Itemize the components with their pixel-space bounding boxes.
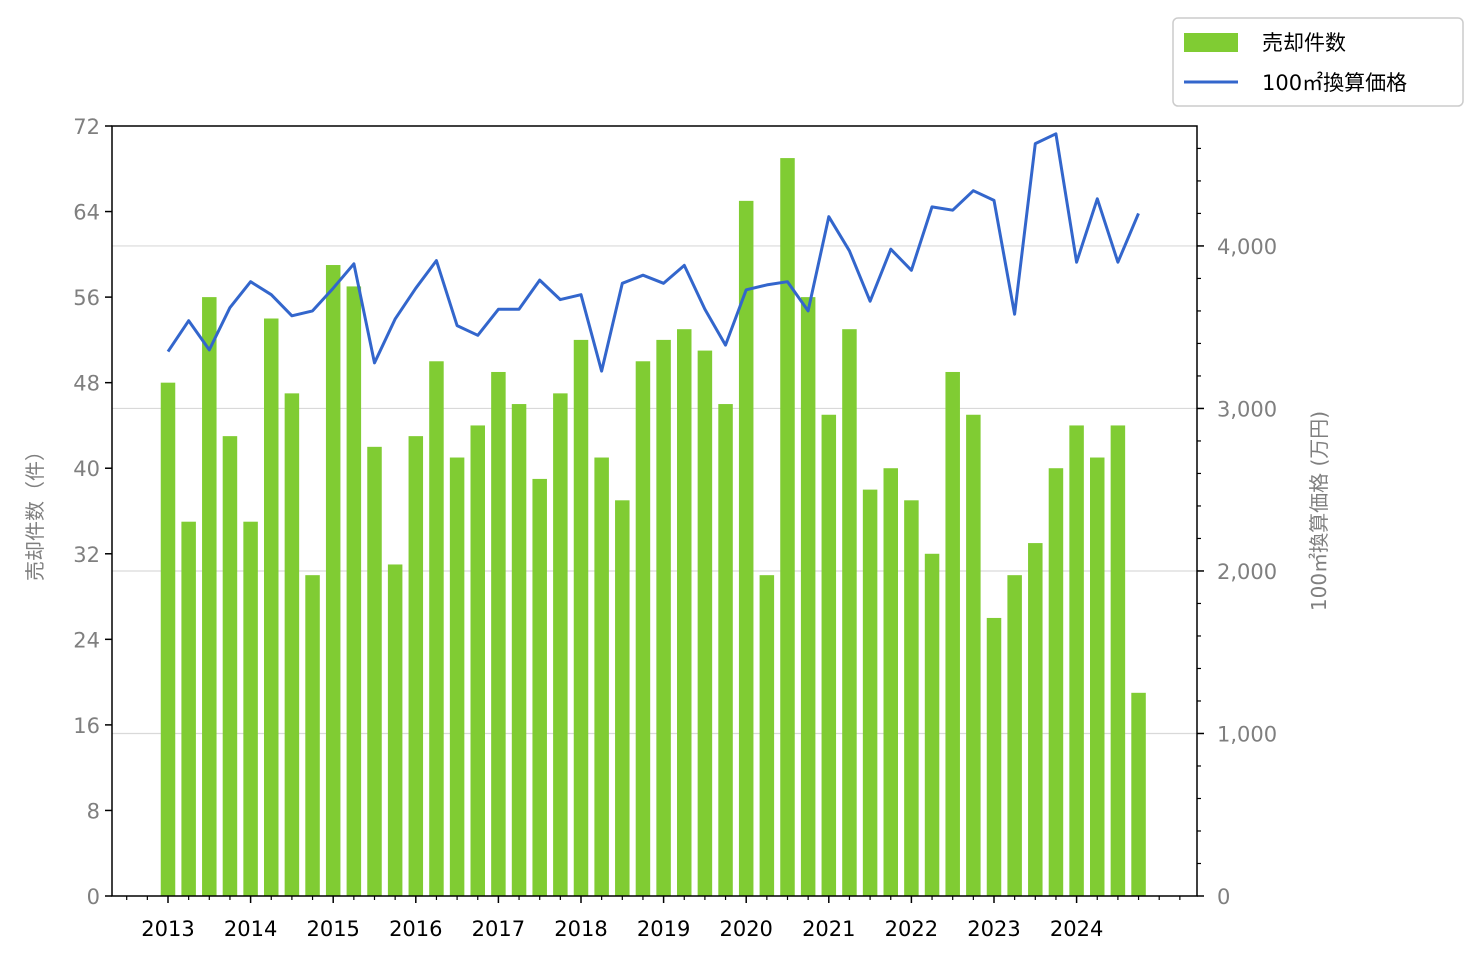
bar [821, 414, 837, 896]
bar [408, 436, 424, 896]
bar [759, 575, 775, 896]
bar [181, 521, 196, 896]
bar [553, 393, 568, 896]
right-axis-title: 100㎡換算価格 (万円) [1307, 411, 1331, 611]
bar [780, 158, 795, 897]
bar [346, 286, 362, 897]
bar [325, 265, 341, 896]
left-axis-title: 売却件数（件） [23, 441, 47, 581]
bar [986, 617, 1002, 896]
bar [697, 350, 713, 896]
bar [429, 361, 444, 896]
bar [966, 414, 981, 896]
right-tick-label: 1,000 [1217, 722, 1277, 746]
legend: 売却件数 100㎡換算価格 [1172, 17, 1464, 107]
bar [862, 489, 878, 896]
x-tick-label: 2017 [472, 917, 525, 941]
bar [635, 361, 651, 896]
bar [945, 371, 960, 896]
x-tick-label: 2014 [224, 917, 277, 941]
bar [387, 564, 403, 896]
legend-box [1172, 17, 1464, 107]
x-tick-label: 2021 [802, 917, 855, 941]
bar [573, 339, 589, 896]
right-tick-label: 4,000 [1217, 235, 1277, 259]
left-tick-label: 64 [73, 201, 100, 225]
bar [511, 404, 527, 896]
bar [243, 521, 258, 896]
left-tick-label: 32 [73, 543, 100, 567]
bar [718, 404, 733, 896]
left-tick-label: 24 [73, 628, 100, 652]
bar [1048, 468, 1064, 896]
price-line [166, 132, 1140, 373]
x-tick-label: 2020 [719, 917, 772, 941]
bar [1069, 425, 1084, 896]
bar [532, 478, 547, 896]
bar [160, 382, 176, 897]
legend-bar-swatch [1184, 33, 1238, 52]
bar [202, 297, 217, 897]
left-tick-label: 40 [73, 457, 100, 481]
left-tick-label: 0 [87, 885, 100, 909]
bar [656, 339, 671, 896]
bar [615, 500, 630, 896]
bar [904, 500, 919, 896]
bar [284, 393, 300, 896]
legend-label-bar: 売却件数 [1262, 31, 1346, 55]
right-tick-label: 2,000 [1217, 560, 1277, 584]
bar [470, 425, 485, 896]
bar [305, 575, 320, 896]
bar [1110, 425, 1126, 896]
bar [449, 457, 465, 896]
x-tick-label: 2015 [306, 917, 359, 941]
x-tick-label: 2019 [637, 917, 690, 941]
right-tick-label: 0 [1217, 885, 1230, 909]
x-axis-ticks: 2013 2014 2015 2016 2017 2018 2019 2020 2021 2022… [126, 896, 1181, 941]
x-tick-label: 2022 [885, 917, 938, 941]
bar-series [160, 158, 1146, 897]
bar [264, 318, 279, 896]
bar [1007, 575, 1022, 896]
bar [367, 446, 382, 896]
bar [842, 329, 857, 896]
bar [924, 553, 940, 896]
right-tick-label: 3,000 [1217, 397, 1277, 421]
bar [677, 329, 692, 896]
bar [1131, 692, 1146, 896]
x-tick-label: 2023 [967, 917, 1020, 941]
plot-frame [111, 125, 1198, 897]
x-tick-label: 2024 [1050, 917, 1103, 941]
bar [1028, 543, 1043, 896]
left-tick-label: 16 [73, 714, 100, 738]
bar [222, 436, 238, 896]
left-tick-label: 72 [73, 115, 100, 139]
x-tick-label: 2016 [389, 917, 442, 941]
right-axis-ticks: 0 1,000 2,000 3,000 4,000 [1197, 147, 1277, 909]
bar [594, 457, 609, 896]
bar [491, 371, 506, 896]
bar [883, 468, 898, 896]
left-tick-label: 8 [87, 799, 100, 823]
left-axis-ticks: 0 8 16 24 32 40 48 56 64 72 [73, 115, 112, 909]
left-tick-label: 48 [73, 372, 100, 396]
x-tick-label: 2013 [141, 917, 194, 941]
line-series [166, 132, 1140, 373]
bar [738, 200, 754, 897]
x-tick-label: 2018 [554, 917, 607, 941]
left-tick-label: 56 [73, 286, 100, 310]
bar [800, 297, 816, 897]
bar [1090, 457, 1105, 896]
legend-label-line: 100㎡換算価格 [1262, 71, 1407, 95]
